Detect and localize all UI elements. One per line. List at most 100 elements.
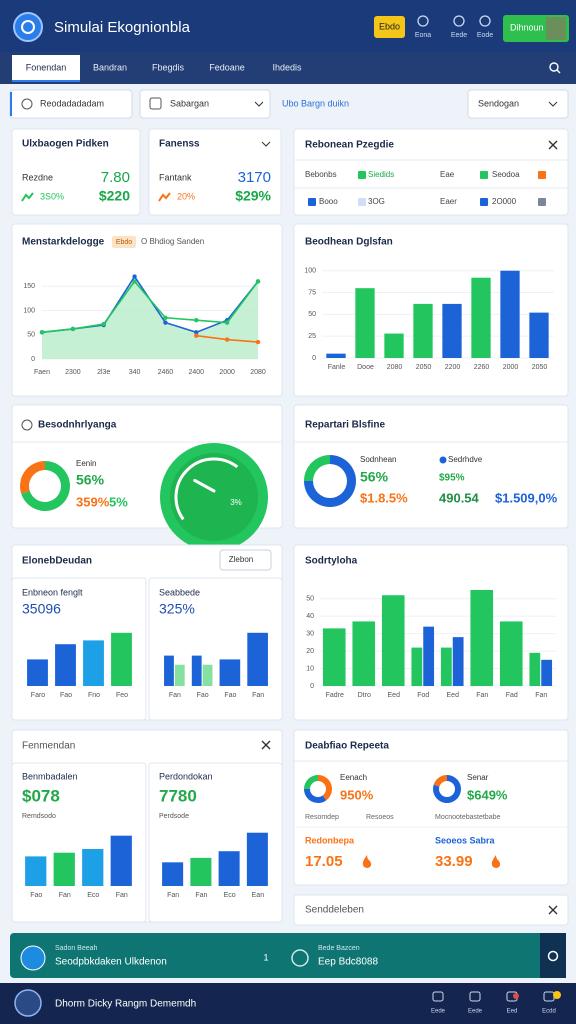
app-title: Simulai Ekognionbla [54, 19, 191, 36]
x-tick-label: Fod [417, 692, 429, 699]
donut-slice [433, 775, 447, 787]
flame-icon [491, 855, 501, 868]
kpi-label: Rezdne [22, 172, 53, 182]
filter-link[interactable]: Ubo Bargn duikn [282, 98, 349, 108]
point [224, 337, 230, 342]
bar [174, 664, 185, 686]
select-field[interactable] [139, 89, 271, 119]
banner [10, 933, 566, 978]
banner-button[interactable] [547, 950, 559, 962]
sub-value: 7780 [159, 786, 197, 805]
header-icon[interactable] [479, 15, 491, 27]
x-tick-label: Eco [224, 892, 236, 899]
icon-label: Eede [451, 32, 467, 39]
field-icon [21, 98, 33, 110]
tab-active[interactable] [12, 55, 80, 82]
bar [440, 647, 452, 686]
donut-label: Eenach [340, 773, 367, 782]
avatar [546, 17, 566, 40]
search-icon[interactable] [549, 62, 559, 72]
caption: Resoeos [366, 814, 394, 821]
tab[interactable]: Fedoane [209, 62, 245, 72]
tab[interactable]: Fonendan [26, 62, 67, 72]
sub-subtitle: Remdsodo [22, 813, 56, 820]
bar [111, 632, 132, 686]
tag [112, 236, 136, 248]
x-tick-label: Fan [252, 692, 264, 699]
banner-text: Eep Bdc8088 [318, 957, 378, 968]
point [132, 279, 137, 284]
panel-card [293, 404, 569, 529]
legend-text: O Bhdiog Sanden [141, 237, 204, 246]
bar [53, 852, 75, 886]
x-tick-label: 2l3e [97, 369, 110, 376]
item-label: Sedrhdve [448, 455, 483, 464]
total: $1.509,0% [495, 490, 558, 505]
bar [384, 333, 404, 358]
sort-field[interactable] [467, 89, 569, 119]
x-tick-label: 2080 [387, 364, 403, 371]
table-icon [308, 198, 316, 206]
y-tick-label: 75 [308, 289, 316, 296]
x-tick-label: Fao [224, 692, 236, 699]
kpi-title: Fanenss [159, 139, 200, 150]
table-title: Rebonean Pzegdie [305, 140, 394, 151]
bar [541, 659, 553, 686]
sub-value: 35096 [22, 601, 61, 617]
footer-icon[interactable] [469, 991, 481, 1002]
tab[interactable]: Fbegdis [152, 62, 185, 72]
button-text[interactable]: Zlebon [229, 555, 253, 564]
tag-text: Ebdo [116, 239, 132, 246]
table-icon [358, 171, 366, 179]
donut-slice [304, 775, 318, 789]
close-icon [548, 905, 558, 915]
footer-label: Eed [507, 1009, 518, 1015]
table-icon [358, 198, 366, 206]
x-tick-label: Feo [116, 692, 128, 699]
stat-value: 33.99 [435, 853, 473, 870]
table-card [293, 128, 569, 216]
kpi-label: Fantank [159, 172, 192, 182]
x-tick-label: Fad [506, 692, 518, 699]
x-tick-label: Faen [34, 369, 50, 376]
stat-label: Redonbepa [305, 835, 355, 845]
x-tick-label: 2460 [158, 369, 174, 376]
button[interactable] [219, 549, 272, 571]
donut-slice [433, 775, 461, 803]
header-icon[interactable] [453, 15, 465, 27]
kpi-value: 3170 [238, 169, 271, 186]
bar [413, 303, 433, 358]
footer-icon[interactable] [432, 991, 444, 1002]
banner-end [540, 933, 566, 978]
tab[interactable]: Ihdedis [272, 62, 302, 72]
table-cell: Bebonbs [305, 170, 337, 179]
x-tick-label: 340 [129, 369, 141, 376]
stat-label: Seoeos Sabra [435, 835, 496, 845]
header-icon[interactable] [417, 15, 429, 27]
kpi-amount: $29% [235, 188, 271, 204]
tab[interactable]: Bandran [93, 62, 127, 72]
sub-title: Perdondokan [159, 771, 213, 781]
x-tick-label: Fanle [328, 364, 346, 371]
bar [218, 851, 240, 886]
bar [355, 288, 375, 358]
sub-value: $078 [22, 786, 60, 805]
caption: Resomdep [305, 814, 339, 821]
notify-dot [553, 991, 561, 999]
bar [246, 832, 268, 886]
sort-text: Sendogan [478, 98, 519, 108]
x-tick-label: Eed [388, 692, 401, 699]
x-tick-label: Ean [252, 892, 265, 899]
icon-label: Eode [477, 32, 493, 39]
sub-title: Benmbadalen [22, 771, 78, 781]
badge[interactable] [374, 16, 405, 38]
y-tick-label: 150 [23, 283, 35, 290]
y-tick-label: 10 [306, 665, 314, 672]
x-tick-label: 2050 [416, 364, 432, 371]
y-tick-label: 50 [306, 596, 314, 603]
x-tick-label: 2000 [219, 369, 235, 376]
stat-value: 17.05 [305, 853, 343, 870]
table-cell: Siedids [368, 170, 394, 179]
search-icon [556, 69, 561, 74]
